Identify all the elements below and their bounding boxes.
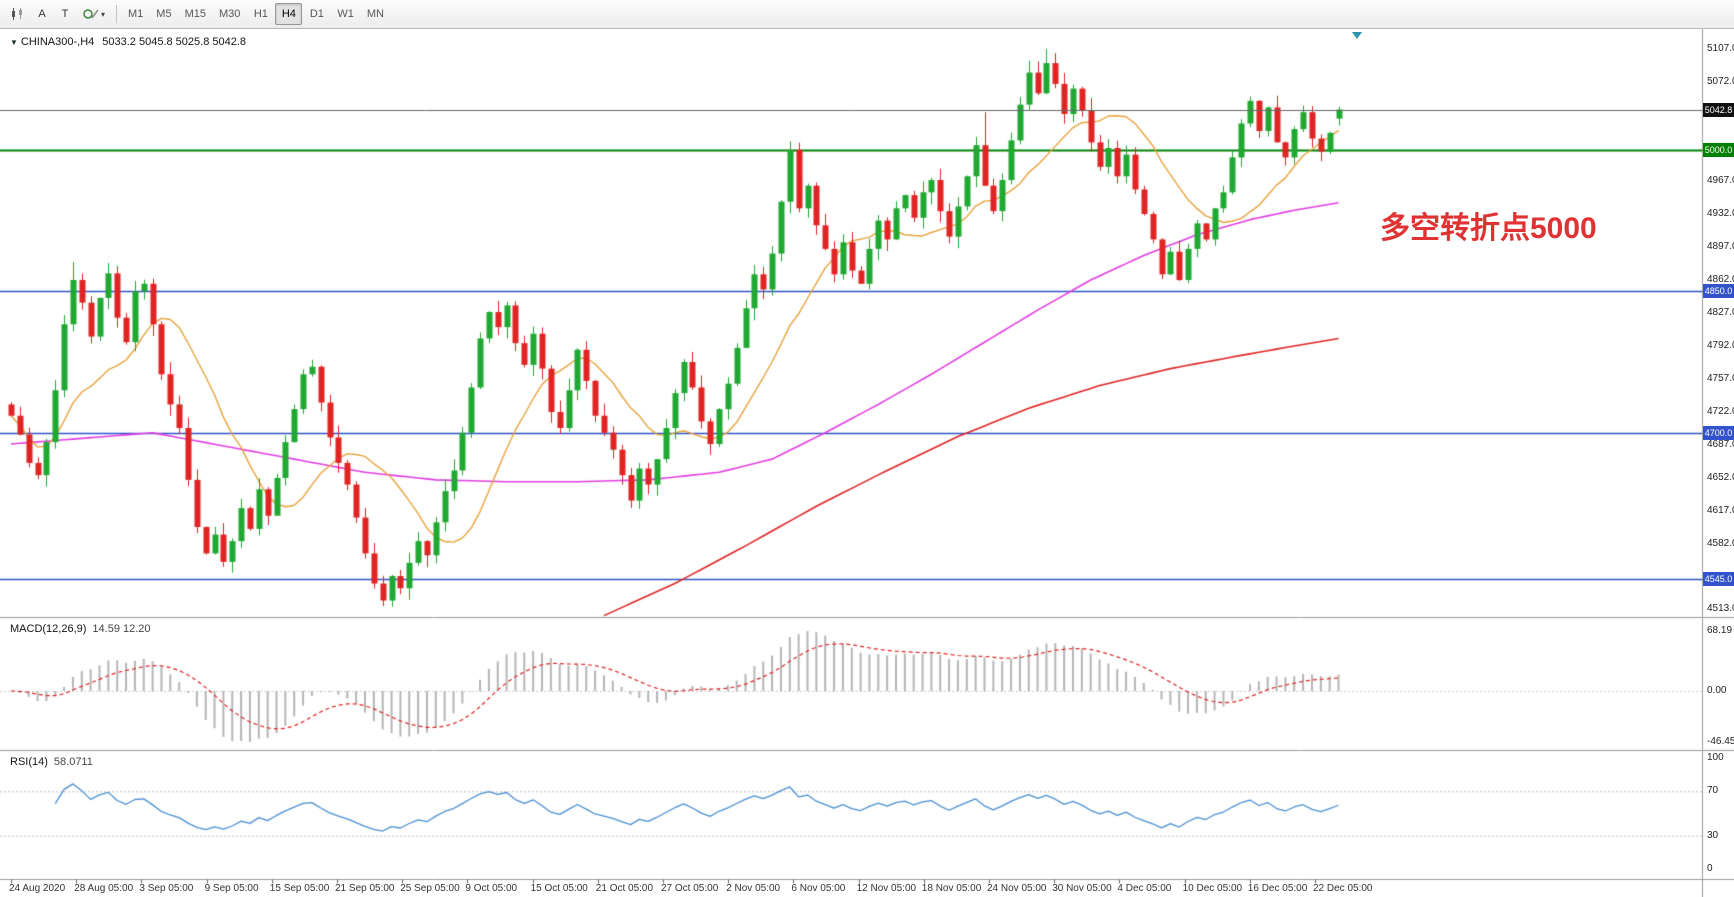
price-line-badge: 4700.0 (1703, 425, 1734, 440)
timeframe-group: M1 M5 M15 M30 H1 H4 D1 W1 MN (122, 3, 390, 25)
price-scale-label: 4757.0 (1707, 372, 1734, 384)
macd-scale-label: 68.19 (1707, 625, 1733, 636)
price-scale-label: 4582.0 (1707, 537, 1734, 549)
symbol-timeframe-label: CHINA300-,H4 (20, 36, 95, 48)
time-axis-label: 24 Nov 05:00 (987, 883, 1047, 894)
time-axis-label: 18 Nov 05:00 (921, 883, 982, 894)
price-scale-label: 4722.0 (1707, 405, 1734, 417)
timeframe-d1[interactable]: D1 (303, 3, 330, 25)
rsi-scale-label: 30 (1707, 829, 1719, 841)
time-axis-label: 9 Sep 05:00 (204, 883, 259, 894)
toolbar: A T ▾ M1 M5 M15 M30 H1 H4 D1 W1 MN (0, 0, 1734, 29)
timeframe-m15[interactable]: M15 (179, 3, 212, 25)
time-axis-label: 2 Nov 05:00 (726, 883, 781, 894)
time-axis-label: 4 Dec 05:00 (1117, 883, 1172, 894)
price-scale-label: 5072.0 (1707, 75, 1734, 87)
time-axis-label: 16 Dec 05:00 (1247, 883, 1308, 894)
time-axis-label: 15 Sep 05:00 (269, 883, 330, 894)
timeframe-w1[interactable]: W1 (331, 3, 360, 25)
timeframe-h4[interactable]: H4 (275, 3, 303, 25)
text-annotation: 多空转折点5000 (1380, 212, 1597, 245)
price-scale-label: 4967.0 (1707, 174, 1734, 186)
time-axis-label: 15 Oct 05:00 (530, 883, 588, 894)
time-axis-label: 25 Sep 05:00 (400, 883, 460, 894)
time-axis-label: 28 Aug 05:00 (74, 883, 134, 894)
price-line-badge: 5000.0 (1703, 142, 1734, 157)
rsi-label: RSI(14) (10, 756, 48, 768)
text-tool-button[interactable]: T (54, 3, 76, 25)
ohlc-values: 5033.2 5045.8 5025.8 5042.8 (102, 36, 247, 48)
timeframe-m30[interactable]: M30 (213, 3, 246, 25)
timeframe-mn[interactable]: MN (361, 3, 390, 25)
symbol-marker-icon: ▼ (10, 38, 18, 47)
toolbar-separator (116, 5, 118, 23)
chart-shift-marker[interactable] (1352, 32, 1362, 39)
time-axis-label: 3 Sep 05:00 (139, 883, 194, 894)
chevron-down-icon: ▾ (101, 9, 106, 19)
price-scale-label: 4687.0 (1707, 438, 1734, 450)
chart-title: ▼ CHINA300-,H4 5033.2 5045.8 5025.8 5042.8 (10, 36, 246, 48)
current-price-badge: 5042.8 (1703, 102, 1734, 117)
price-line-badge: 4545.0 (1703, 571, 1734, 586)
time-axis-label: 22 Dec 05:00 (1313, 883, 1373, 894)
time-axis-label: 6 Nov 05:00 (791, 883, 846, 894)
time-axis-label: 24 Aug 2020 (9, 883, 66, 894)
rsi-scale-label: 100 (1707, 752, 1724, 763)
price-scale-label: 5107.0 (1707, 43, 1734, 54)
rsi-value: 58.0711 (53, 756, 93, 768)
macd-panel-label: MACD(12,26,9) 14.59 12.20 (10, 623, 151, 635)
time-axis-label: 12 Nov 05:00 (856, 883, 917, 894)
price-scale-label: 4652.0 (1707, 471, 1734, 483)
macd-scale-label: 0.00 (1707, 685, 1727, 696)
price-scale-label: 4617.0 (1707, 504, 1734, 516)
time-axis-label: 21 Oct 05:00 (595, 883, 654, 894)
price-scale-label: 4897.0 (1707, 240, 1734, 252)
chart-type-button[interactable] (4, 3, 30, 25)
macd-label: MACD(12,26,9) (10, 623, 87, 635)
timeframe-m5[interactable]: M5 (150, 3, 177, 25)
arrow-text-tool-button[interactable]: A (31, 3, 53, 25)
rsi-panel-label: RSI(14) 58.0711 (10, 756, 93, 768)
timeframe-h1[interactable]: H1 (247, 3, 274, 25)
time-axis-label: 30 Nov 05:00 (1052, 883, 1112, 894)
macd-scale-label: -46.45 (1707, 736, 1734, 747)
macd-values: 14.59 12.20 (92, 623, 151, 635)
shapes-icon (83, 9, 99, 19)
price-scale-label: 4513.0 (1707, 603, 1734, 615)
price-line-badge: 4850.0 (1703, 284, 1734, 299)
price-scale-label: 4827.0 (1707, 306, 1734, 318)
price-scale-label: 4792.0 (1707, 339, 1734, 351)
price-scale-label: 4862.0 (1707, 273, 1734, 285)
time-axis-label: 21 Sep 05:00 (335, 883, 395, 894)
time-axis-label: 27 Oct 05:00 (661, 883, 719, 894)
candlestick-icon (12, 8, 22, 20)
shapes-dropdown-button[interactable]: ▾ (77, 3, 111, 25)
timeframe-m1[interactable]: M1 (122, 3, 149, 25)
time-axis-label: 9 Oct 05:00 (465, 883, 518, 894)
time-axis-label: 10 Dec 05:00 (1182, 883, 1243, 894)
rsi-scale-label: 70 (1707, 785, 1719, 797)
rsi-scale-label: 0 (1707, 863, 1713, 874)
price-scale-label: 4932.0 (1707, 207, 1734, 219)
